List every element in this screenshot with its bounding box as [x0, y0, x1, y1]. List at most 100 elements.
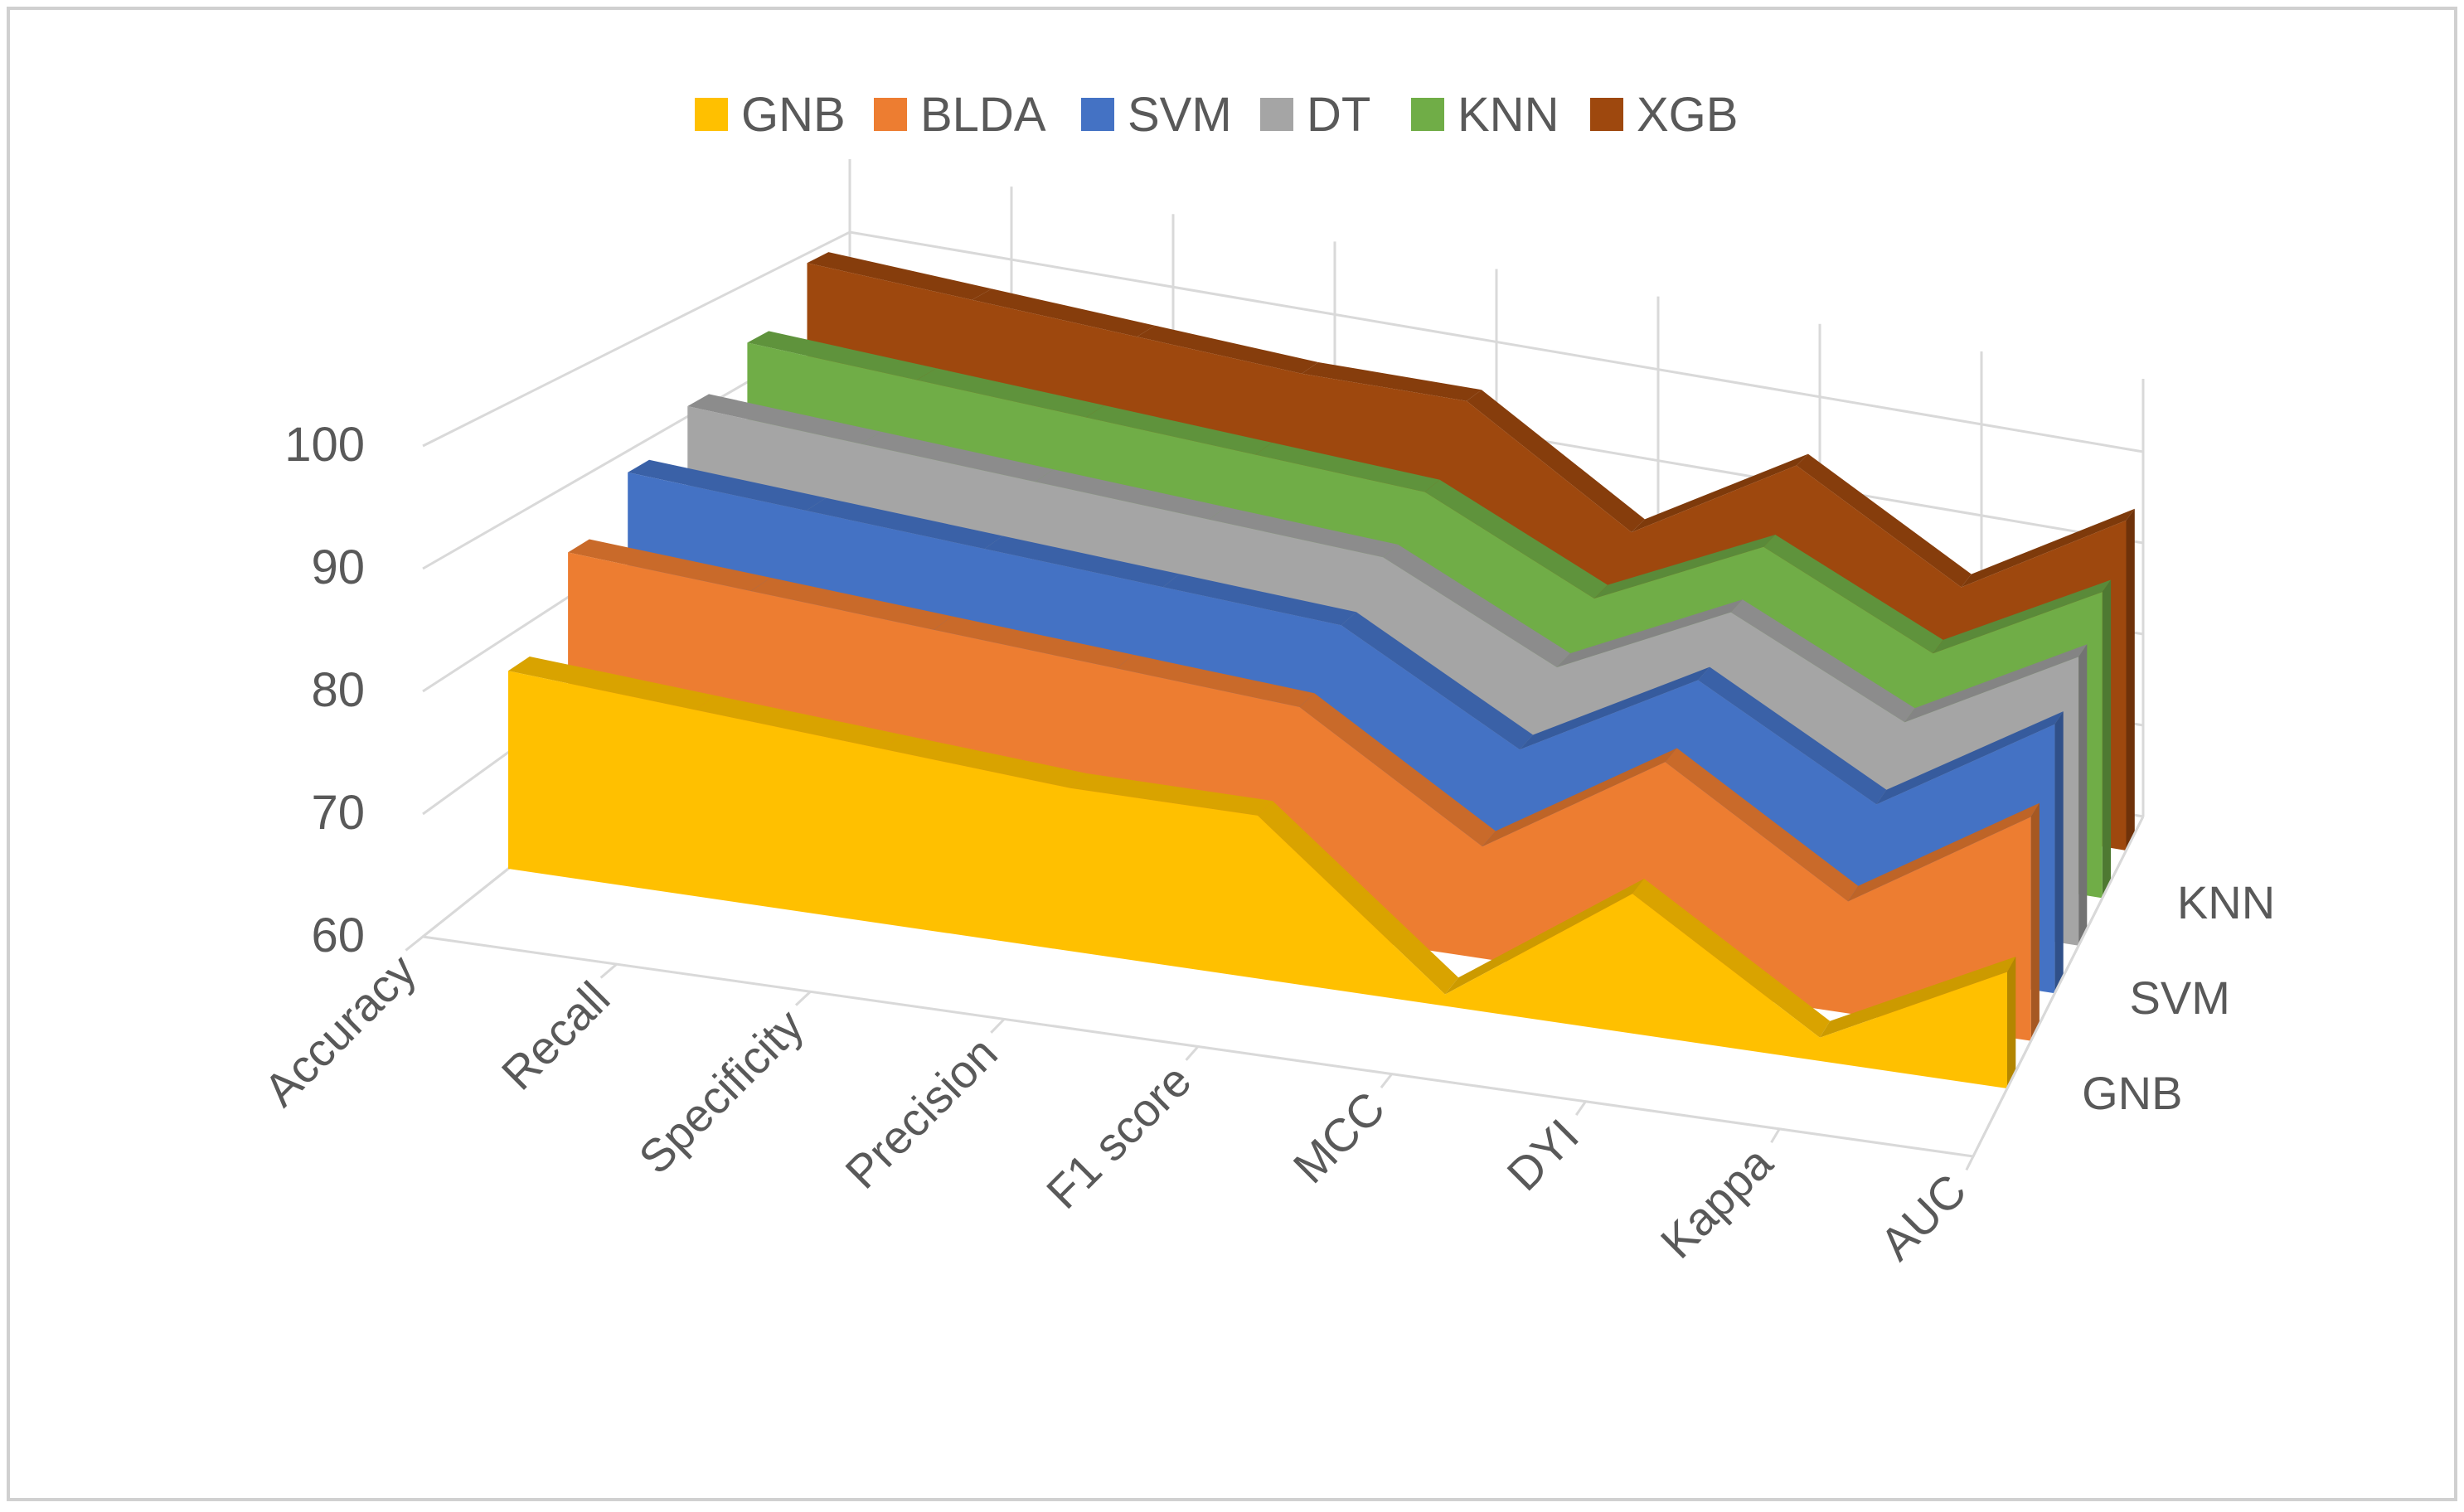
area-side: [2126, 508, 2135, 850]
area-top-edge: [807, 252, 992, 300]
data-point-blda: [1482, 846, 1483, 847]
area-top-edge: [1258, 801, 1459, 995]
area-top-edge: [750, 577, 953, 630]
area-top-edge: [1137, 325, 1319, 374]
data-point-gnb: [1445, 994, 1446, 995]
area-top-edge: [696, 695, 901, 749]
y-tick-label: 100: [284, 418, 365, 472]
x-tick-mark: [1770, 1128, 1781, 1144]
x-tick-mark: [990, 1018, 1006, 1034]
data-point-dt: [1730, 612, 1731, 613]
area-top-edge: [1631, 453, 1808, 533]
area-top-edge: [1848, 802, 2040, 902]
area-side: [2102, 579, 2112, 899]
x-tick-mark: [599, 962, 618, 979]
data-point-dt: [1556, 667, 1557, 668]
area-top-edge: [1520, 666, 1710, 750]
legend-swatch: [1260, 98, 1293, 131]
depth-label: SVM: [2130, 972, 2230, 1024]
area-side: [2030, 802, 2040, 1041]
area-top-edge: [883, 734, 1087, 788]
data-point-dt: [1383, 557, 1384, 558]
data-point-dt: [861, 443, 862, 444]
area-top-edge: [1730, 599, 1915, 723]
area-top-edge: [1255, 442, 1440, 492]
area-top-edge: [972, 288, 1156, 337]
data-point-blda: [1665, 762, 1666, 763]
data-point-knn: [1593, 598, 1594, 599]
data-point-svm: [984, 549, 985, 550]
area-top-edge: [1035, 469, 1226, 520]
data-point-svm: [1520, 749, 1521, 750]
data-point-knn: [1255, 454, 1256, 455]
area-top-edge: [1302, 362, 1482, 401]
series-gnb: [508, 657, 2016, 1088]
area-top-edge: [1796, 453, 1972, 588]
data-point-svm: [1698, 680, 1699, 681]
data-point-gnb: [1820, 1037, 1821, 1038]
area-top-edge: [1209, 506, 1399, 558]
area-top-edge: [628, 459, 827, 511]
data-point-blda: [750, 591, 751, 592]
data-point-dt: [1209, 519, 1210, 520]
data-point-xgb: [2126, 520, 2127, 521]
legend-label: SVM: [1128, 88, 1232, 142]
y-tick-label: 60: [311, 909, 365, 962]
x-tick-mark: [405, 935, 424, 952]
data-point-blda: [1848, 901, 1849, 902]
area-top-edge: [1904, 644, 2088, 723]
area-top-edge: [1299, 693, 1496, 847]
area-side: [2007, 957, 2016, 1088]
legend-item-xgb: XGB: [1590, 88, 1739, 142]
area-side: [2054, 711, 2064, 994]
area-top-edge: [861, 431, 1054, 482]
area-top-edge: [1467, 390, 1645, 533]
depth-label: KNN: [2177, 876, 2275, 928]
y-tick-label: 70: [311, 786, 365, 840]
data-point-knn: [2102, 592, 2103, 593]
area-top-edge: [1961, 508, 2135, 588]
legend-label: GNB: [741, 88, 846, 142]
area-top-edge: [1341, 612, 1533, 750]
area-top-edge: [1698, 666, 1887, 805]
area-top-edge: [1116, 654, 1315, 707]
area-top-edge: [1383, 544, 1570, 667]
data-point-svm: [1162, 587, 1163, 588]
x-tick-mark: [1574, 1100, 1587, 1117]
data-point-knn: [1086, 417, 1087, 418]
legend: GNB BLDA SVM DT KNN XGB: [695, 88, 1739, 142]
data-point-xgb: [1796, 465, 1797, 466]
data-point-xgb: [1631, 532, 1632, 533]
data-point-svm: [1876, 804, 1877, 805]
area-layer: [508, 252, 2135, 1088]
area-top-edge: [747, 331, 937, 380]
data-point-dt: [687, 406, 688, 407]
area-top-edge: [806, 497, 1003, 550]
area-top-edge: [934, 616, 1133, 669]
area-face: [508, 671, 2007, 1088]
legend-item-svm: SVM: [1081, 88, 1232, 142]
area-top-edge: [1556, 599, 1743, 667]
area-top-edge: [1820, 957, 2016, 1038]
area-top-edge: [1445, 879, 1645, 995]
legend-swatch: [695, 98, 728, 131]
area-top-edge: [1424, 479, 1608, 598]
data-point-gnb: [1258, 815, 1259, 816]
area-top-edge: [687, 394, 881, 444]
data-point-blda: [568, 552, 569, 553]
area-top-edge: [1086, 405, 1273, 455]
x-tick-mark: [1965, 1156, 1975, 1171]
depth-axis: GNB SVM KNN: [1972, 816, 2275, 1157]
legend-swatch: [874, 98, 907, 131]
x-tick-mark: [794, 991, 812, 1006]
area-top-edge: [1763, 535, 1943, 654]
area-top-edge: [568, 539, 771, 591]
x-tick-mark: [1185, 1045, 1200, 1061]
area-top-edge: [1665, 748, 1859, 902]
area-top-edge: [1876, 711, 2064, 805]
area-top-edge: [1593, 535, 1776, 598]
data-point-blda: [1299, 706, 1300, 707]
y-tick-label: 90: [311, 540, 365, 594]
